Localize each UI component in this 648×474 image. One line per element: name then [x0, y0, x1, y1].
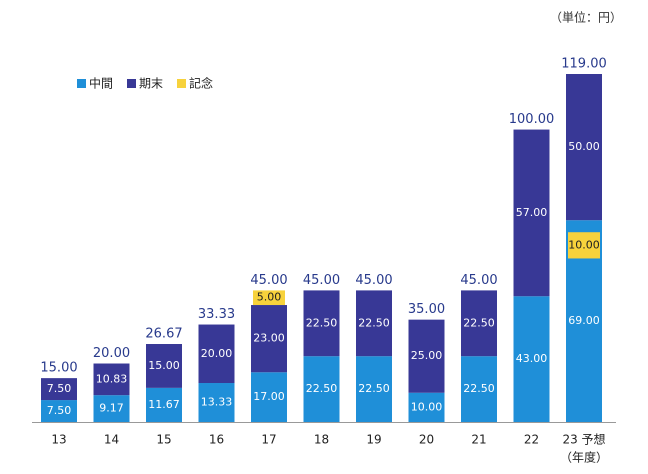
- bar-segment: [513, 129, 550, 297]
- legend-swatch: [77, 79, 86, 88]
- x-tick-label: 19: [366, 433, 381, 447]
- total-label: 45.00: [303, 273, 340, 288]
- bar-segment: [198, 383, 235, 422]
- legend-swatch: [127, 79, 136, 88]
- segment-label: 17.00: [253, 390, 285, 403]
- bar-segment: [198, 324, 235, 384]
- segment-label: 10.00: [411, 400, 443, 413]
- segment-label: 10.83: [96, 372, 128, 385]
- bar-segment: [513, 296, 550, 422]
- bar-segment: [251, 305, 287, 373]
- bar-segment: [146, 344, 182, 388]
- x-tick-label: 15: [156, 433, 171, 447]
- segment-label: 22.50: [306, 382, 338, 395]
- segment-label: 11.67: [148, 398, 180, 411]
- bar-segment: [303, 356, 340, 422]
- total-label: 26.67: [145, 327, 182, 342]
- segment-label: 22.50: [463, 316, 495, 329]
- bar-segment: [253, 290, 285, 306]
- bar-segment: [93, 363, 130, 396]
- segment-label: 22.50: [358, 382, 390, 395]
- x-axis-label: （年度）: [560, 450, 608, 465]
- total-label: 119.00: [561, 57, 607, 72]
- bar-segment: [408, 319, 445, 393]
- total-label: 100.00: [509, 112, 555, 127]
- bar-segment: [408, 392, 445, 422]
- bar-segment: [41, 378, 77, 401]
- bar-segment: [356, 290, 392, 357]
- segment-label: 50.00: [568, 140, 600, 153]
- bar-segment: [356, 356, 392, 422]
- segment-label: 57.00: [516, 206, 548, 219]
- total-label: 45.00: [460, 273, 497, 288]
- segment-label: 43.00: [516, 352, 548, 365]
- segment-label: 7.50: [47, 404, 72, 417]
- segment-label: 69.00: [568, 314, 600, 327]
- legend-label: 記念: [189, 76, 213, 91]
- total-label: 15.00: [40, 361, 77, 376]
- bar-segment: [146, 387, 182, 422]
- segment-label: 9.17: [99, 402, 124, 415]
- total-label: 45.00: [355, 273, 392, 288]
- total-label: 20.00: [93, 346, 130, 361]
- segment-label: 15.00: [148, 359, 180, 372]
- segment-label: 23.00: [253, 332, 285, 345]
- segment-label: 5.00: [257, 291, 282, 304]
- x-tick-label: 16: [209, 433, 224, 447]
- segment-label: 20.00: [201, 347, 233, 360]
- segment-label: 25.00: [411, 349, 443, 362]
- bar-segment: [93, 395, 130, 422]
- legend-label: 中間: [89, 76, 113, 91]
- x-tick-label: 22: [524, 433, 539, 447]
- bar-segment: [251, 372, 287, 422]
- x-tick-label: 20: [419, 433, 434, 447]
- legend-swatch: [177, 79, 186, 88]
- bar-segment: [41, 400, 77, 422]
- total-label: 45.00: [250, 273, 287, 288]
- x-tick-label: 14: [104, 433, 119, 447]
- bar-segment: [568, 232, 600, 259]
- bar-segment: [461, 290, 497, 357]
- segment-label: 22.50: [306, 316, 338, 329]
- x-tick-label: 23 予想: [562, 432, 605, 447]
- bar-segment: [303, 290, 340, 357]
- bar-segment: [566, 74, 602, 221]
- x-tick-label: 17: [261, 433, 276, 447]
- segment-label: 22.50: [463, 382, 495, 395]
- total-label: 35.00: [408, 302, 445, 317]
- legend-label: 期末: [139, 77, 163, 91]
- segment-label: 10.00: [568, 238, 600, 251]
- total-label: 33.33: [198, 307, 235, 322]
- x-tick-label: 13: [51, 433, 66, 447]
- x-tick-label: 18: [314, 433, 329, 447]
- segment-label: 22.50: [358, 316, 390, 329]
- unit-label: （単位：円）: [550, 10, 622, 25]
- x-tick-label: 21: [471, 433, 486, 447]
- bar-segment: [461, 356, 497, 422]
- segment-label: 7.50: [47, 382, 72, 395]
- segment-label: 13.33: [201, 396, 233, 409]
